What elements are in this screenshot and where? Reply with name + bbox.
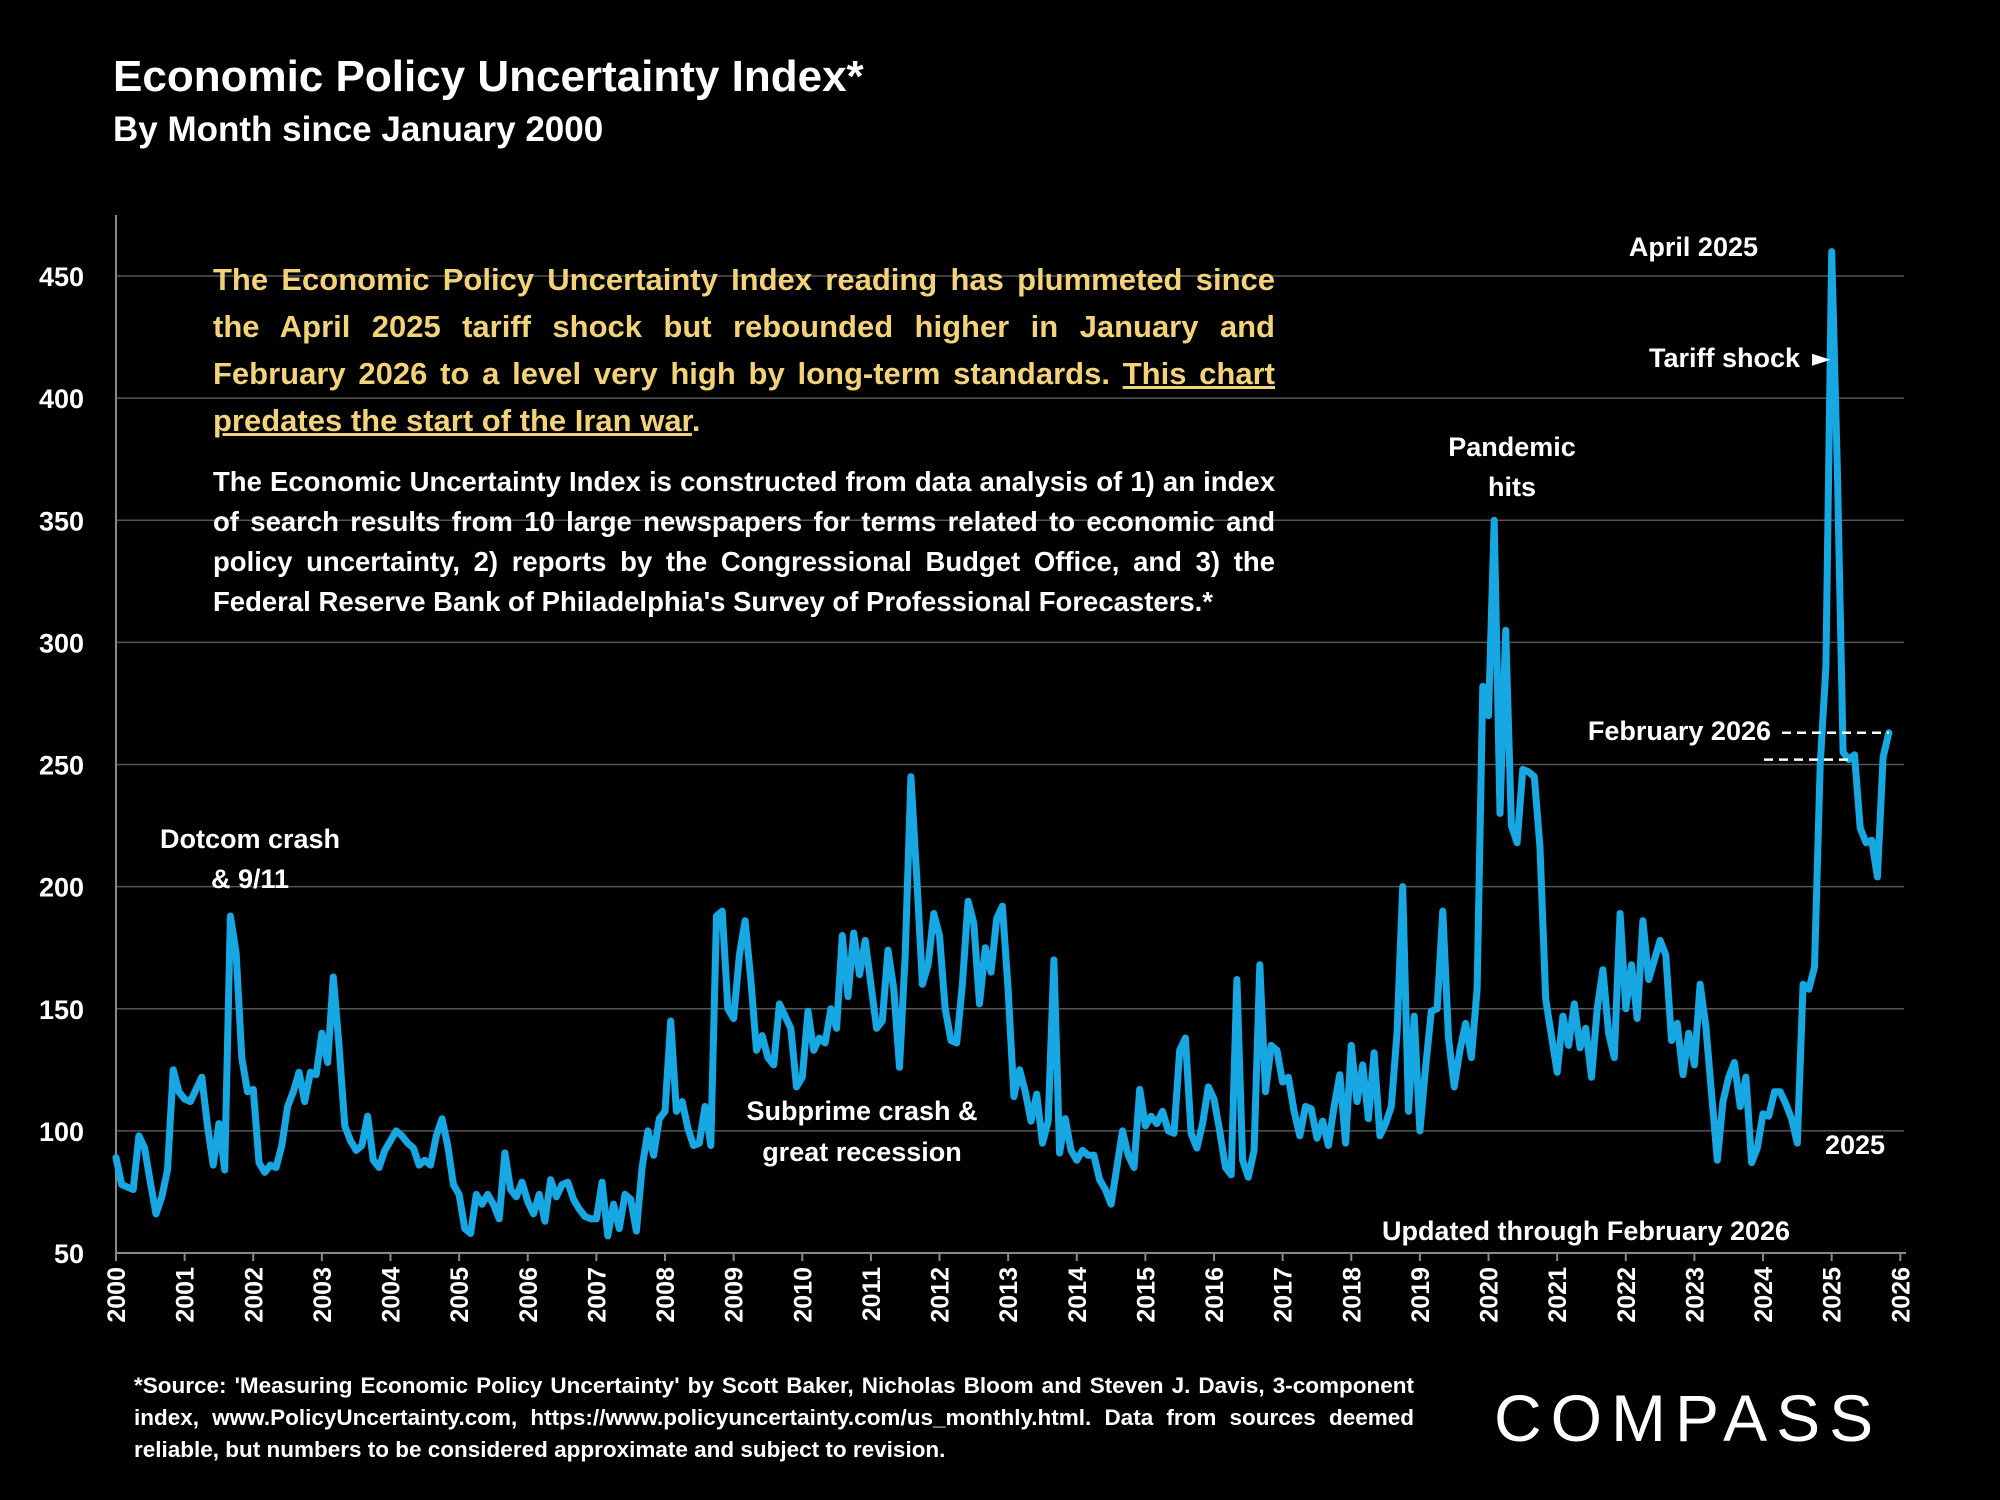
- annotation-tariff-shock: Tariff shock: [1649, 343, 1801, 373]
- y-tick-label: 400: [39, 384, 84, 414]
- x-tick-label: 2015: [1132, 1267, 1160, 1323]
- x-tick-label: 2019: [1407, 1267, 1435, 1323]
- annotation-april-2025: April 2025: [1629, 232, 1758, 262]
- y-tick-label: 100: [39, 1117, 84, 1147]
- tariff-arrow-icon: ►: [1812, 344, 1831, 372]
- y-tick-labels: 50 100 150 200 250 300 350 400 450: [39, 262, 84, 1269]
- annotation-updated: Updated through February 2026: [1382, 1216, 1790, 1246]
- x-tick-label: 2000: [103, 1267, 131, 1323]
- reference-lines: [1764, 731, 1889, 761]
- callout-body: The Economic Uncertainty Index is constr…: [213, 466, 1275, 617]
- callout-headline-text: The Economic Policy Uncertainty Index re…: [213, 262, 1275, 391]
- x-tick-label: 2007: [583, 1267, 611, 1323]
- annotation-pandemic-1: Pandemic: [1448, 432, 1576, 462]
- source-footnote: *Source: 'Measuring Economic Policy Unce…: [134, 1373, 1414, 1462]
- x-tick-label: 2008: [652, 1267, 680, 1323]
- callout-box: The Economic Policy Uncertainty Index re…: [213, 256, 1275, 622]
- y-tick-label: 200: [39, 873, 84, 903]
- annotation-subprime-1: Subprime crash &: [746, 1096, 977, 1126]
- x-tick-label: 2023: [1681, 1267, 1709, 1323]
- annotation-dotcom-2: & 9/11: [211, 864, 289, 894]
- x-tick-label: 2020: [1476, 1267, 1504, 1323]
- x-tick-label: 2005: [446, 1267, 474, 1323]
- x-tick-label: 2003: [309, 1267, 337, 1323]
- x-tick-label: 2012: [927, 1267, 955, 1323]
- x-tick-label: 2013: [995, 1267, 1023, 1323]
- x-tick-label: 2024: [1750, 1267, 1778, 1323]
- annotation-2025: 2025: [1825, 1130, 1885, 1160]
- x-tick-label: 2010: [789, 1267, 817, 1323]
- x-tick-label: 2014: [1064, 1267, 1092, 1323]
- chart-title: Economic Policy Uncertainty Index*: [113, 52, 864, 101]
- annotation-subprime-2: great recession: [762, 1137, 962, 1167]
- x-tick-label: 2021: [1544, 1267, 1572, 1323]
- annotation-dotcom-1: Dotcom crash: [160, 824, 340, 854]
- callout-headline: The Economic Policy Uncertainty Index re…: [213, 256, 1275, 444]
- x-tick-label: 2018: [1338, 1267, 1366, 1323]
- y-tick-label: 50: [54, 1239, 84, 1269]
- y-tick-label: 250: [39, 751, 84, 781]
- callout-headline-underlined: This chart predates the start of the Ira…: [213, 356, 1275, 438]
- x-tick-label: 2001: [172, 1267, 200, 1323]
- x-tick-label: 2026: [1887, 1267, 1915, 1323]
- chart-subtitle: By Month since January 2000: [113, 110, 604, 149]
- grid-lines: [116, 275, 1904, 1132]
- x-tick-label: 2011: [858, 1267, 886, 1321]
- y-tick-label: 150: [39, 995, 84, 1025]
- x-tick-label: 2009: [721, 1267, 749, 1323]
- series-line: [112, 248, 1893, 1240]
- y-tick-label: 350: [39, 506, 84, 536]
- x-tick-label: 2022: [1613, 1267, 1641, 1323]
- x-tick-labels: 2000 2001 2002 2003 2004 2005 2006 2007 2008 2009…: [103, 1253, 1915, 1323]
- annotation-february-2026: February 2026: [1588, 716, 1771, 746]
- y-tick-label: 300: [39, 628, 84, 658]
- x-tick-label: 2017: [1270, 1267, 1298, 1323]
- callout-headline-end: .: [691, 403, 701, 438]
- x-tick-label: 2016: [1201, 1267, 1229, 1323]
- y-tick-label: 450: [39, 262, 84, 292]
- x-tick-label: 2006: [515, 1267, 543, 1323]
- x-tick-label: 2002: [240, 1267, 268, 1323]
- annotation-pandemic-2: hits: [1488, 472, 1536, 502]
- compass-logo: COMPASS: [1494, 1381, 1883, 1455]
- x-tick-label: 2025: [1819, 1267, 1847, 1323]
- x-tick-label: 2004: [378, 1267, 406, 1323]
